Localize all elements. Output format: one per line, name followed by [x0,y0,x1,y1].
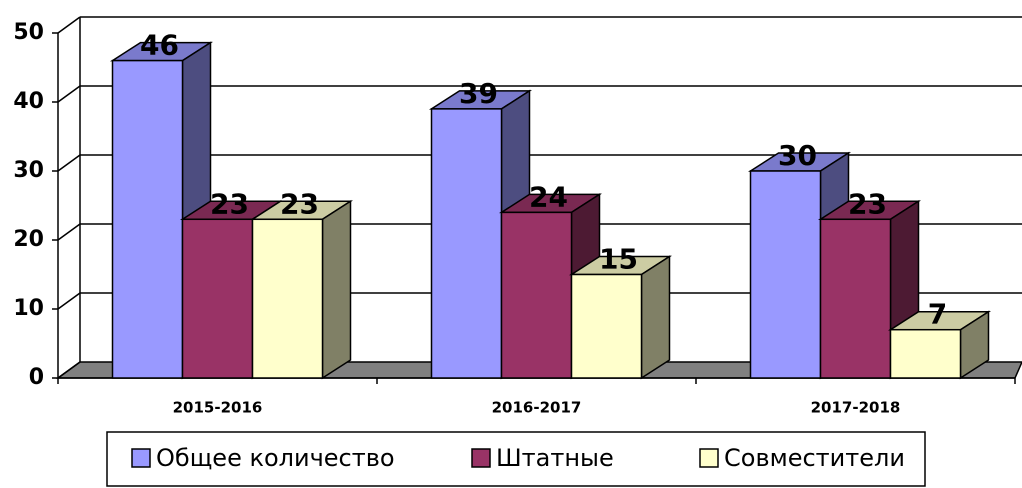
x-tick-label: 2016-2017 [492,399,582,417]
bar [181,218,254,379]
grid-line-side [57,292,81,310]
bar [111,59,184,379]
grid-line-side [57,16,81,34]
bar [749,170,822,379]
bar [570,273,643,379]
y-tick-label: 50 [13,20,44,45]
data-label: 23 [848,187,887,220]
grid-line-side [57,223,81,241]
legend-label: Общее количество [156,444,395,472]
legend-swatch [131,448,151,468]
bar [430,108,503,379]
data-label: 7 [928,298,947,331]
data-label: 23 [280,187,319,220]
legend-swatch [471,448,491,468]
data-label: 15 [599,243,638,276]
bar-side [321,199,352,380]
data-label: 23 [210,187,249,220]
y-tick-label: 20 [13,227,44,252]
legend-label: Штатные [496,444,614,472]
x-tick-label: 2017-2018 [811,399,901,417]
bar-side [640,255,671,380]
y-tick-label: 10 [13,296,44,321]
grid-line-side [57,361,81,379]
data-label: 30 [778,139,817,172]
bar [251,218,324,379]
bar [819,218,892,379]
legend-box [106,431,926,487]
legend-swatch [699,448,719,468]
bar [500,211,573,379]
y-tick-label: 0 [29,365,44,390]
grid-line-side [57,85,81,103]
data-label: 46 [140,29,179,62]
y-tick-label: 40 [13,89,44,114]
data-label: 39 [459,77,498,110]
grid-line-side [57,154,81,172]
bar [889,328,962,379]
data-label: 24 [529,180,568,213]
legend-label: Совместители [724,444,905,472]
y-tick-label: 30 [13,158,44,183]
x-tick-label: 2015-2016 [173,399,263,417]
